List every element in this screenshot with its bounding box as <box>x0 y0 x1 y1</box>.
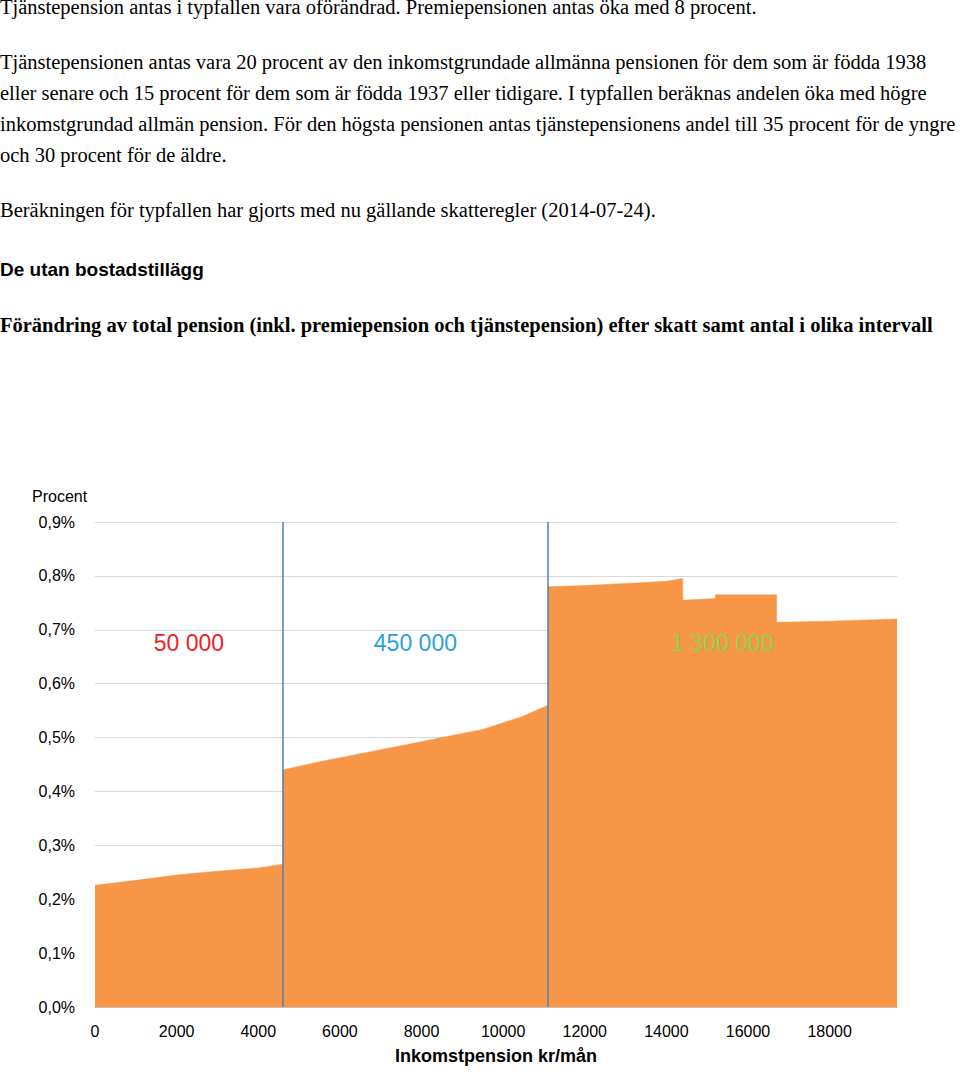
html-text:Beräkningen för typfallen har: Beräkningen för typfallen har gjorts med… <box>0 199 656 221</box>
svg-text:14000: 14000 <box>644 1023 689 1040</box>
svg-text:0,1%: 0,1% <box>39 945 75 962</box>
svg-text:8000: 8000 <box>404 1023 440 1040</box>
html-text:De utan bostadstillägg: De utan bostadstillägg <box>0 259 204 280</box>
svg-text:16000: 16000 <box>726 1023 771 1040</box>
svg-text:0,9%: 0,9% <box>39 514 75 531</box>
svg-text:2000: 2000 <box>159 1023 195 1040</box>
svg-text:50 000: 50 000 <box>154 630 224 656</box>
html-text:Förändring av total pension (i: Förändring av total pension (inkl. premi… <box>0 314 933 336</box>
svg-text:0,4%: 0,4% <box>39 783 75 800</box>
svg-text:Procent: Procent <box>32 488 88 505</box>
svg-text:18000: 18000 <box>807 1023 852 1040</box>
svg-text:4000: 4000 <box>240 1023 276 1040</box>
html-text:Tjänstepensionen antas vara 20: Tjänstepensionen antas vara 20 procent a… <box>0 51 956 166</box>
svg-text:10000: 10000 <box>481 1023 526 1040</box>
svg-text:Inkomstpension kr/mån: Inkomstpension kr/mån <box>395 1046 597 1066</box>
svg-text:0,3%: 0,3% <box>39 837 75 854</box>
svg-text:0,8%: 0,8% <box>39 567 75 584</box>
svg-text:450 000: 450 000 <box>374 630 457 656</box>
svg-text:1 300 000: 1 300 000 <box>671 630 773 656</box>
svg-text:0,2%: 0,2% <box>39 891 75 908</box>
svg-text:0,6%: 0,6% <box>39 675 75 692</box>
svg-text:0,5%: 0,5% <box>39 729 75 746</box>
svg-text:0,0%: 0,0% <box>39 999 75 1016</box>
svg-text:6000: 6000 <box>322 1023 358 1040</box>
svg-text:0: 0 <box>91 1023 100 1040</box>
svg-text:12000: 12000 <box>563 1023 608 1040</box>
svg-text:0,7%: 0,7% <box>39 621 75 638</box>
